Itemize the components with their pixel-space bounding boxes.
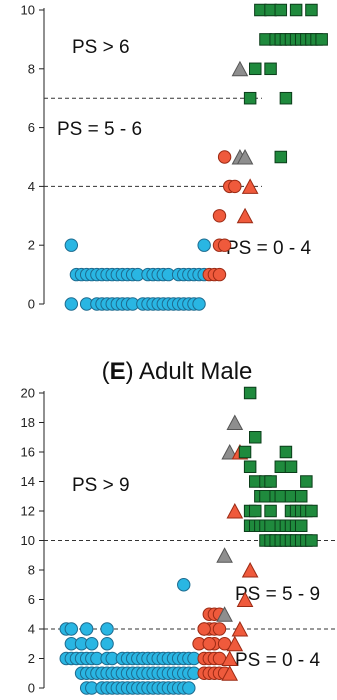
data-point-circle: [202, 637, 216, 651]
data-point-circle: [212, 622, 227, 636]
data-point-triangle: [221, 665, 239, 681]
data-point-square: [243, 91, 257, 105]
ps-annotation: PS > 9: [72, 475, 130, 496]
y-tick-label: 10: [21, 3, 35, 18]
data-point-square: [249, 431, 262, 444]
data-point-triangle: [221, 443, 239, 460]
data-point-triangle: [216, 547, 233, 563]
data-point-triangle: [226, 414, 244, 430]
data-point-circle: [212, 267, 227, 282]
data-point-circle: [197, 238, 211, 252]
data-point-triangle: [241, 178, 259, 194]
data-point-square: [249, 62, 262, 76]
y-tick-label: 0: [28, 297, 35, 312]
chart-title: (E) Adult Male: [102, 358, 253, 385]
data-point-circle: [228, 179, 242, 194]
data-point-circle: [182, 681, 196, 695]
data-point-circle: [192, 297, 206, 311]
y-tick-label: 16: [21, 445, 35, 460]
y-tick-label: 14: [21, 474, 35, 489]
data-point-square: [315, 33, 328, 46]
data-point-triangle: [241, 561, 259, 578]
y-tick-label: 10: [21, 533, 35, 548]
data-point-square: [305, 504, 318, 518]
data-point-circle: [79, 622, 94, 636]
data-point-square: [284, 460, 298, 473]
data-point-square: [264, 504, 277, 518]
y-tick-label: 2: [28, 651, 35, 666]
y-tick-label: 8: [28, 61, 35, 76]
data-point-triangle: [226, 502, 244, 519]
data-point-square: [274, 3, 288, 17]
data-point-circle: [197, 622, 211, 636]
ps-annotation: PS = 0 - 4: [226, 238, 311, 259]
data-point-square: [249, 504, 262, 518]
y-tick-label: 4: [28, 179, 35, 194]
data-point-triangle: [231, 60, 249, 77]
ps-annotation: PS = 5 - 9: [235, 584, 320, 605]
y-tick-label: 0: [28, 681, 35, 696]
data-point-square: [294, 519, 308, 532]
data-point-circle: [212, 209, 227, 223]
data-point-circle: [100, 622, 114, 636]
data-point-square: [300, 475, 313, 488]
data-point-circle: [64, 297, 79, 311]
y-tick-label: 8: [28, 563, 35, 578]
data-point-triangle: [236, 591, 254, 607]
data-point-circle: [64, 238, 79, 252]
data-point-triangle: [236, 148, 254, 165]
data-point-square: [279, 445, 293, 459]
data-point-square: [243, 386, 257, 400]
data-point-square: [305, 3, 318, 17]
data-point-circle: [64, 622, 79, 636]
ps-annotation: PS = 5 - 6: [57, 119, 142, 140]
y-tick-label: 18: [21, 415, 35, 430]
ps-annotation: PS = 0 - 4: [235, 650, 320, 671]
data-point-triangle: [221, 650, 239, 666]
data-point-square: [289, 3, 303, 17]
data-point-triangle: [216, 606, 233, 622]
data-point-circle: [217, 238, 232, 252]
data-point-triangle: [226, 635, 244, 652]
y-tick-label: 4: [28, 622, 35, 637]
data-point-square: [264, 475, 277, 488]
data-point-square: [294, 490, 308, 503]
data-point-square: [243, 460, 257, 473]
data-point-circle: [100, 637, 114, 651]
y-tick-label: 6: [28, 592, 35, 607]
data-point-circle: [85, 637, 99, 651]
data-point-square: [279, 91, 293, 105]
y-tick-label: 2: [28, 238, 35, 253]
data-point-square: [238, 445, 252, 459]
data-point-square: [264, 62, 277, 76]
data-point-triangle: [231, 620, 249, 637]
y-tick-label: 6: [28, 120, 35, 135]
y-tick-label: 20: [21, 386, 35, 401]
ps-annotation: PS > 6: [72, 37, 130, 58]
data-point-circle: [217, 150, 232, 164]
data-point-square: [305, 534, 318, 547]
data-point-square: [274, 150, 288, 164]
data-point-circle: [177, 578, 191, 592]
data-point-triangle: [236, 207, 254, 224]
y-tick-label: 12: [21, 504, 35, 519]
